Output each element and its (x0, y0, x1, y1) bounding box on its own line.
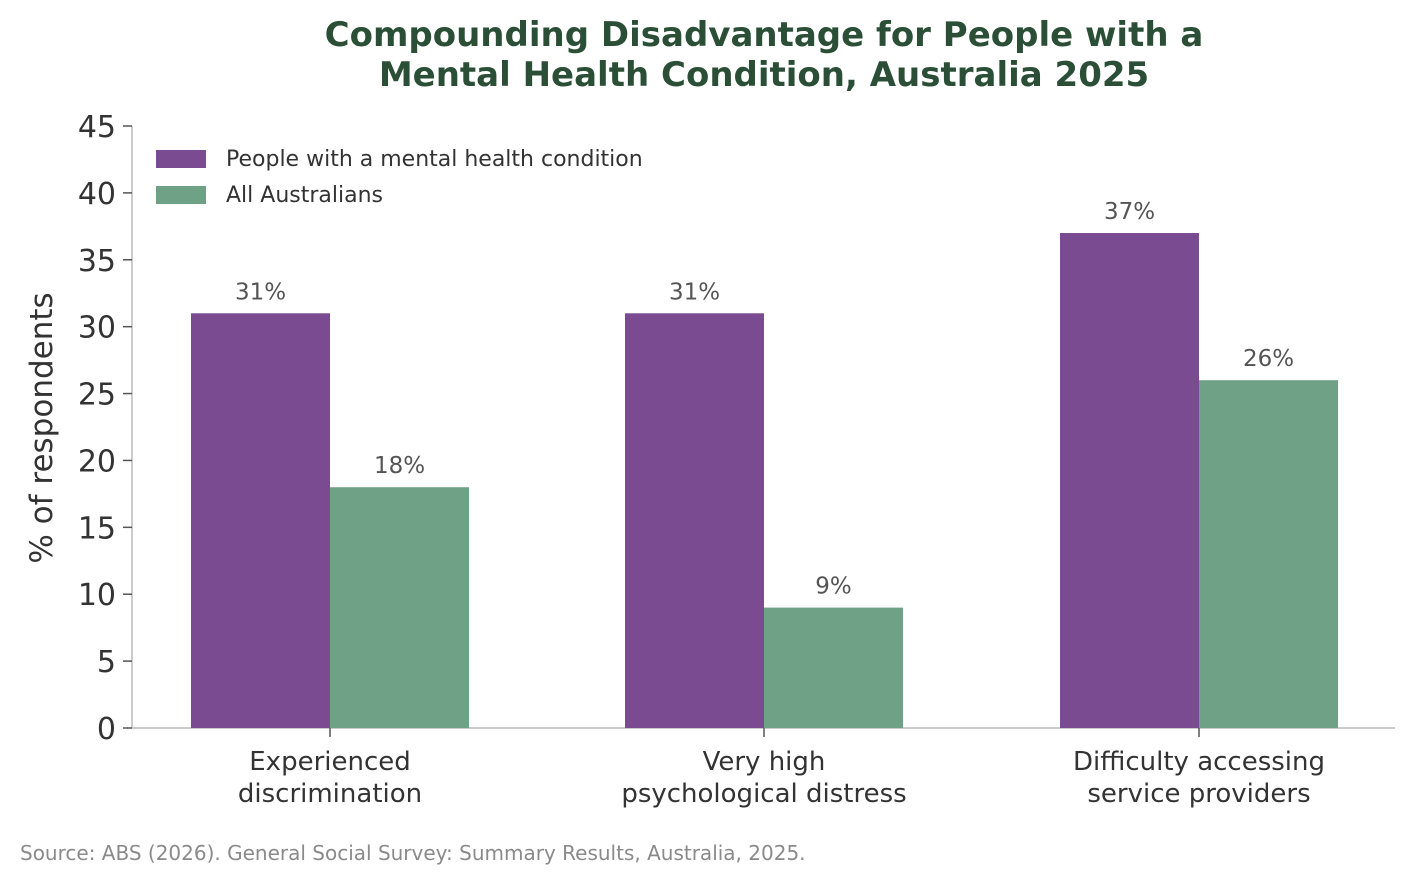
legend-swatch (156, 150, 206, 168)
x-tick-label: discrimination (238, 779, 422, 809)
y-tick-label: 5 (97, 645, 116, 680)
y-tick-label: 35 (78, 244, 116, 279)
y-tick-label: 20 (78, 444, 116, 479)
data-label: 26% (1243, 346, 1294, 372)
bar-all-australians (764, 607, 903, 728)
data-label: 18% (374, 453, 425, 479)
x-tick-label: Very high (703, 747, 826, 777)
bar-all-australians (330, 487, 469, 728)
y-tick-label: 15 (78, 511, 116, 546)
y-tick-label: 30 (78, 311, 116, 346)
data-label: 37% (1104, 199, 1155, 225)
data-labels: 31% 31% 37% 18% 9% 26% (235, 199, 1294, 600)
bar-mental-health (1060, 233, 1199, 728)
legend: People with a mental health condition All… (156, 147, 643, 208)
bar-mental-health (625, 313, 764, 728)
data-label: 31% (669, 279, 720, 305)
bar-mental-health (191, 313, 330, 728)
data-label: 31% (235, 279, 286, 305)
legend-swatch (156, 186, 206, 204)
x-tick-label: service providers (1087, 779, 1310, 809)
data-label: 9% (815, 574, 852, 600)
legend-label: All Australians (226, 183, 383, 208)
bars (191, 233, 1338, 728)
y-tick-label: 25 (78, 378, 116, 413)
legend-label: People with a mental health condition (226, 147, 643, 172)
y-axis-ticks: 0 5 10 15 20 25 30 35 40 45 (78, 110, 132, 747)
chart-title: Compounding Disadvantage for People with… (325, 15, 1204, 95)
x-tick-label: psychological distress (621, 779, 906, 809)
y-tick-label: 10 (78, 578, 116, 613)
y-tick-label: 45 (78, 110, 116, 145)
y-tick-label: 40 (78, 177, 116, 212)
bar-all-australians (1199, 380, 1338, 728)
y-tick-label: 0 (97, 712, 116, 747)
x-tick-label: Difficulty accessing (1073, 747, 1325, 777)
y-axis-label: % of respondents (24, 292, 60, 563)
source-note: Source: ABS (2026). General Social Surve… (20, 841, 806, 865)
x-tick-label: Experienced (249, 747, 411, 777)
chart-title-line-2: Mental Health Condition, Australia 2025 (379, 55, 1149, 95)
chart-title-line-1: Compounding Disadvantage for People with… (325, 15, 1204, 55)
